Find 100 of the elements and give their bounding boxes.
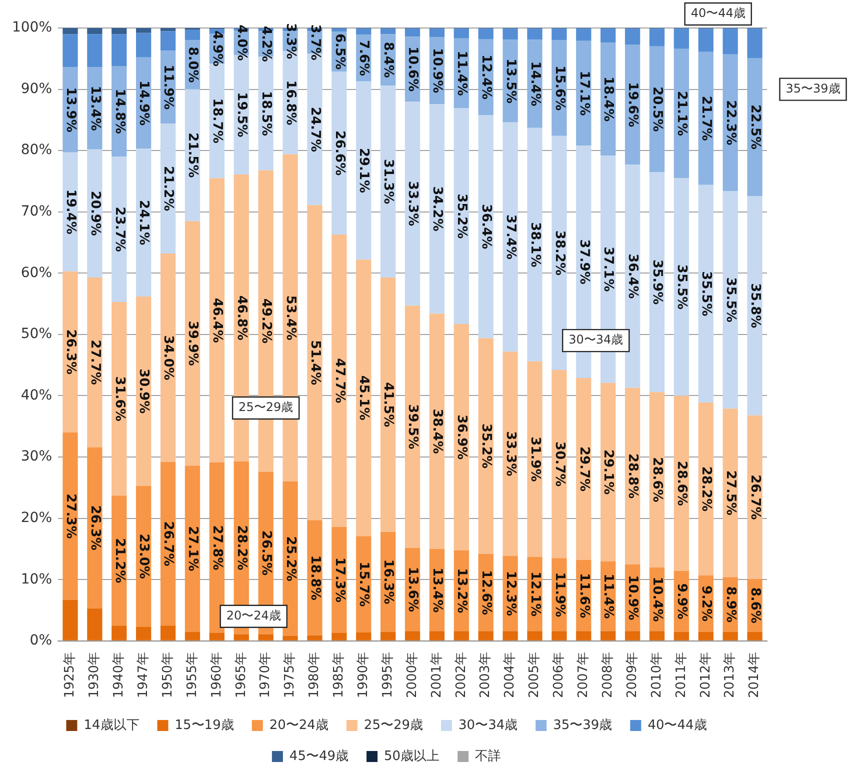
data-label: 27.1% [185, 526, 200, 572]
data-label: 27.3% [62, 494, 78, 539]
bar [136, 28, 152, 33]
data-label: 31.3% [380, 158, 396, 204]
x-tick-label: 1955年 [184, 652, 200, 698]
bar [674, 28, 690, 49]
data-label: 14.8% [112, 88, 127, 134]
data-label: 26.7% [160, 521, 176, 566]
y-tick-label: 60% [20, 264, 52, 281]
bar [160, 254, 176, 462]
data-label: 29.1% [356, 148, 372, 194]
bar [209, 632, 225, 640]
x-tick-label: 1930年 [87, 652, 102, 698]
data-label: 11.9% [552, 572, 567, 618]
legend-label: 15〜19歳 [174, 718, 234, 733]
data-label: 15.7% [356, 562, 372, 607]
data-label: 30.9% [136, 368, 152, 414]
x-tick-label: 2000年 [404, 652, 420, 698]
bar [502, 122, 518, 352]
bar [404, 306, 420, 548]
bar [454, 631, 469, 640]
bar [404, 631, 420, 640]
bar [234, 634, 249, 640]
data-label: 10.9% [625, 575, 640, 620]
legend-label: 14歳以下 [84, 718, 140, 733]
bar [527, 361, 542, 557]
bar [184, 466, 200, 632]
bar [282, 636, 298, 640]
bar [747, 28, 762, 58]
data-label: 8.9% [722, 586, 738, 622]
bar [136, 148, 152, 296]
bar [698, 402, 714, 576]
bar [184, 632, 200, 640]
legend-label: 40〜44歳 [648, 718, 707, 733]
x-tick-label: 1980年 [307, 652, 322, 698]
bar [600, 28, 616, 43]
bar [674, 178, 690, 396]
bar [722, 632, 738, 640]
bar [478, 28, 494, 40]
data-label: 17.1% [576, 70, 592, 116]
data-label: 13.4% [87, 86, 102, 131]
bar [600, 382, 616, 562]
bar [454, 324, 469, 550]
bar [112, 302, 127, 496]
bar [576, 28, 592, 41]
data-label: 18.4% [600, 76, 616, 122]
bar [674, 396, 690, 572]
bar [576, 631, 592, 640]
data-label: 37.4% [502, 214, 518, 260]
x-tick-label: 1960年 [209, 652, 224, 698]
data-label: 36.4% [625, 254, 640, 299]
bar [478, 631, 494, 640]
text: 40〜44歳 [690, 6, 746, 20]
data-label: 20.5% [650, 86, 665, 132]
bar [502, 352, 518, 556]
data-label: 8.0% [185, 46, 200, 83]
bar [62, 271, 78, 433]
y-tick-label: 70% [20, 204, 52, 220]
bar [160, 31, 176, 51]
bar [624, 28, 640, 45]
data-label: 23.7% [112, 206, 127, 252]
data-label: 45.1% [356, 375, 372, 420]
bar [600, 631, 616, 640]
bar [332, 28, 347, 32]
bar [698, 28, 714, 52]
data-label: 21.5% [185, 132, 200, 178]
data-label: 35.8% [747, 283, 762, 328]
bar [552, 370, 567, 558]
data-label: 15.6% [552, 66, 567, 111]
data-label: 49.2% [258, 298, 274, 344]
data-label: 9.2% [698, 585, 714, 622]
x-tick-label: 2006年 [552, 652, 567, 698]
bar [282, 154, 298, 482]
x-tick-label: 2010年 [649, 652, 664, 698]
data-label: 14.9% [136, 80, 152, 126]
bar [649, 392, 665, 568]
bar [112, 626, 127, 640]
data-label: 38.2% [552, 230, 567, 276]
data-label: 21.2% [112, 538, 127, 584]
bar [356, 81, 372, 260]
data-label: 25.2% [282, 536, 298, 582]
bar [62, 34, 78, 68]
legend-label: 20〜24歳 [269, 718, 328, 733]
bar [552, 28, 567, 40]
data-label: 13.9% [62, 87, 78, 132]
y-tick-label: 80% [20, 142, 52, 158]
data-label: 34.2% [430, 186, 445, 232]
bar [698, 184, 714, 402]
data-label: 35.5% [674, 264, 690, 310]
bar [307, 205, 322, 520]
data-label: 23.0% [136, 534, 152, 579]
bar [624, 631, 640, 640]
data-label: 47.7% [332, 358, 347, 404]
data-label: 21.7% [698, 96, 714, 141]
bar [258, 634, 274, 640]
data-label: 14.4% [527, 61, 542, 106]
data-label: 39.9% [185, 320, 200, 366]
bar [429, 631, 445, 640]
data-label: 4.2% [258, 26, 274, 62]
y-tick-label: 30% [20, 448, 52, 465]
